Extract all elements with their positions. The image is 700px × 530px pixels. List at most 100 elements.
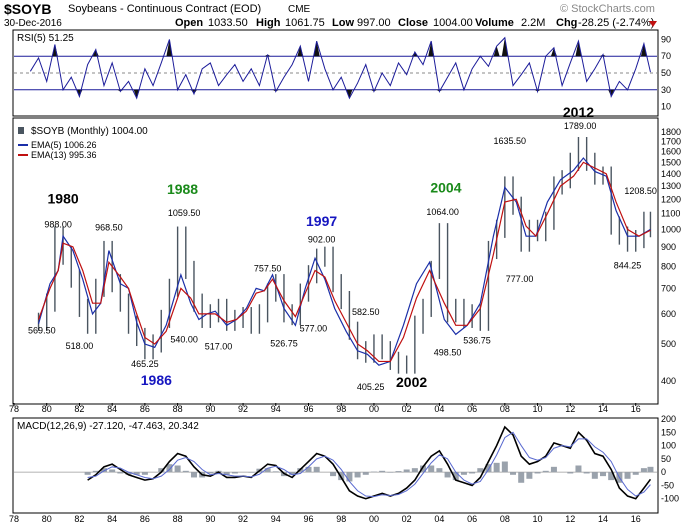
macd-histogram-bar bbox=[493, 462, 500, 473]
macd-histogram-bar bbox=[117, 472, 124, 474]
macd-tick-label: -100 bbox=[661, 494, 679, 504]
x-tick-label: 00 bbox=[369, 514, 379, 524]
price-annotation: 569.50 bbox=[28, 326, 56, 336]
macd-histogram-bar bbox=[264, 468, 271, 473]
macd-line bbox=[87, 425, 652, 500]
macd-tick-label: 0 bbox=[661, 467, 666, 477]
x-tick-label: 10 bbox=[533, 514, 543, 524]
macd-histogram-bar bbox=[125, 472, 132, 475]
macd-histogram-bar bbox=[354, 472, 361, 478]
macd-histogram-bar bbox=[575, 465, 582, 473]
macd-histogram-bar bbox=[460, 472, 467, 475]
macd-histogram-bar bbox=[428, 465, 435, 473]
date-label: 30-Dec-2016 bbox=[4, 18, 62, 29]
macd-title: MACD(12,26,9) -27.120, -47.463, 20.342 bbox=[17, 421, 199, 432]
x-tick-label: 82 bbox=[74, 404, 84, 414]
rsi-oversold-fill bbox=[608, 89, 615, 97]
price-annotation: 902.00 bbox=[308, 234, 336, 244]
price-annotation: 518.00 bbox=[66, 341, 94, 351]
macd-histogram-bar bbox=[395, 471, 402, 473]
low-label: Low bbox=[332, 17, 354, 29]
macd-histogram-bar bbox=[174, 465, 181, 473]
down-arrow-icon bbox=[649, 21, 657, 27]
price-tick-label: 1000 bbox=[661, 224, 681, 234]
x-tick-label: 92 bbox=[238, 514, 248, 524]
rsi-overbought-fill bbox=[640, 43, 647, 57]
macd-histogram-bar bbox=[501, 461, 508, 473]
price-tick-label: 1700 bbox=[661, 137, 681, 147]
macd-histogram-bar bbox=[583, 472, 590, 474]
x-tick-label: 94 bbox=[271, 404, 281, 414]
macd-histogram-bar bbox=[305, 466, 312, 473]
price-panel bbox=[12, 117, 659, 405]
price-layer: 400 500 600 700 800 900 1000 1100 1200 1300 1400 15… bbox=[28, 104, 681, 392]
x-tick-label: 08 bbox=[500, 514, 510, 524]
x-tick-label: 90 bbox=[205, 404, 215, 414]
macd-histogram-bar bbox=[207, 472, 214, 474]
price-annotation: 465.25 bbox=[131, 359, 159, 369]
macd-histogram-bar bbox=[133, 472, 140, 475]
x-tick-label: 06 bbox=[467, 514, 477, 524]
x-tick-label: 02 bbox=[402, 514, 412, 524]
price-legend-title: $SOYB (Monthly) 1004.00 bbox=[31, 126, 148, 137]
rsi-overbought-fill bbox=[501, 37, 508, 57]
price-annotation: 405.25 bbox=[357, 382, 385, 392]
macd-histogram-bar bbox=[223, 472, 230, 475]
symbol-label: $SOYB bbox=[4, 1, 51, 17]
price-annotation: 1635.50 bbox=[493, 136, 526, 146]
x-tick-label: 12 bbox=[565, 514, 575, 524]
x-axis: 78 78 80 80 82 82 84 84 86 86 88 88 90 90 92 92 94 94 96 96… bbox=[9, 403, 641, 524]
x-tick-label: 86 bbox=[140, 404, 150, 414]
high-label: High bbox=[256, 17, 281, 29]
macd-histogram-bar bbox=[420, 465, 427, 473]
price-annotation: 1208.50 bbox=[624, 186, 657, 196]
rsi-overbought-fill bbox=[493, 46, 500, 57]
volume-value: 2.2M bbox=[521, 17, 545, 29]
price-tick-label: 1800 bbox=[661, 127, 681, 137]
macd-histogram-bar bbox=[100, 468, 107, 473]
x-tick-label: 94 bbox=[271, 514, 281, 524]
macd-histogram-bar bbox=[411, 468, 418, 473]
macd-histogram-bar bbox=[444, 472, 451, 478]
year-label: 1988 bbox=[167, 181, 198, 197]
macd-histogram-bar bbox=[632, 472, 639, 475]
rsi-tick-label: 50 bbox=[661, 68, 671, 78]
macd-histogram-bar bbox=[346, 472, 353, 482]
macd-histogram-bar bbox=[469, 472, 476, 474]
x-tick-label: 88 bbox=[173, 514, 183, 524]
macd-histogram-bar bbox=[313, 466, 320, 473]
macd-histogram-bar bbox=[272, 471, 279, 473]
rsi-layer: 10 30 50 70 90 bbox=[14, 34, 671, 112]
macd-histogram-bar bbox=[567, 472, 574, 474]
chg-label: Chg bbox=[556, 17, 577, 29]
macd-histogram-bar bbox=[526, 472, 533, 479]
rsi-tick-label: 10 bbox=[661, 102, 671, 112]
price-annotation: 1059.50 bbox=[168, 208, 201, 218]
year-label: 1986 bbox=[141, 372, 172, 388]
year-label: 1997 bbox=[306, 213, 337, 229]
macd-histogram-bar bbox=[370, 471, 377, 473]
macd-histogram-bar bbox=[330, 472, 337, 477]
close-label: Close bbox=[398, 17, 428, 29]
macd-histogram-bar bbox=[92, 470, 99, 473]
year-label: 2004 bbox=[430, 180, 461, 196]
macd-histogram-bar bbox=[436, 468, 443, 473]
year-label: 2012 bbox=[563, 104, 594, 120]
price-tick-label: 1200 bbox=[661, 194, 681, 204]
x-tick-label: 16 bbox=[631, 404, 641, 414]
ema5-line bbox=[37, 157, 651, 366]
ema13-line bbox=[37, 161, 651, 363]
price-tick-label: 1600 bbox=[661, 147, 681, 157]
volume-label: Volume bbox=[475, 17, 514, 29]
x-tick-label: 80 bbox=[42, 404, 52, 414]
macd-histogram-bar bbox=[190, 472, 197, 478]
x-tick-label: 96 bbox=[303, 404, 313, 414]
rsi-oversold-fill bbox=[346, 89, 353, 99]
year-label: 1980 bbox=[48, 190, 79, 206]
macd-histogram-bar bbox=[510, 472, 517, 475]
price-tick-label: 1500 bbox=[661, 157, 681, 167]
x-tick-label: 14 bbox=[598, 404, 608, 414]
macd-tick-label: 100 bbox=[661, 441, 676, 451]
macd-histogram-bar bbox=[141, 472, 148, 475]
